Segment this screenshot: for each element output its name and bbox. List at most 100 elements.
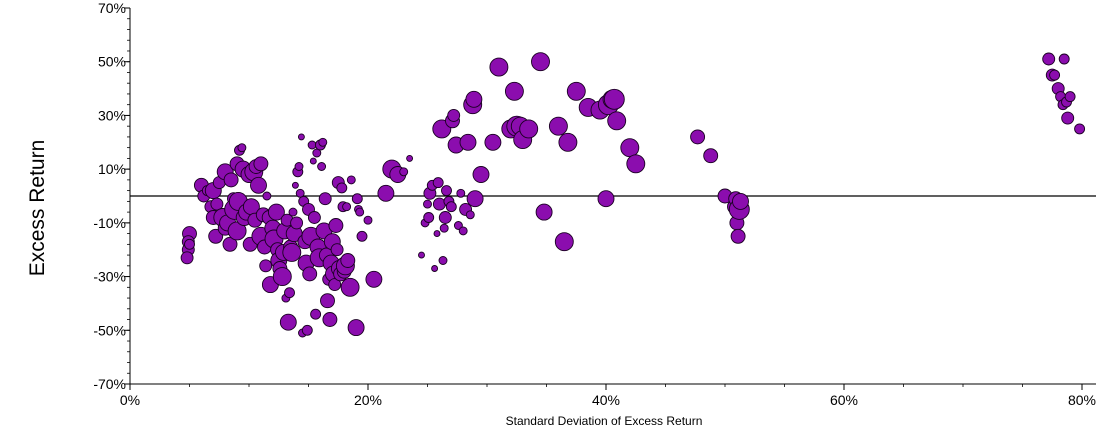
data-point [607,111,627,131]
data-point [1049,69,1061,81]
data-point [223,172,239,188]
data-point [301,324,313,336]
axes: -70% -50% -30% -10% 10% 30% 50% 70% 0% 20% 40% 60% 8… [93,0,1096,408]
data-point [558,132,578,152]
data-point [465,210,475,220]
x-tick-label: 60% [830,392,858,408]
data-point [291,181,299,189]
data-point [1058,53,1070,65]
data-point [1061,111,1075,125]
data-point [504,81,524,101]
data-point [423,212,435,223]
data-point [438,256,448,265]
data-point [330,243,344,257]
y-tick-label: -10% [93,215,126,231]
y-tick-label: 10% [98,161,126,177]
data-point [447,108,461,122]
data-point [732,192,749,210]
x-tick-label: 40% [592,392,620,408]
data-point [484,133,502,151]
data-point [1042,52,1056,66]
data-point [302,266,318,282]
data-point [423,199,432,209]
data-point [472,166,490,183]
data-point [351,193,363,205]
data-point [259,259,273,273]
data-point [535,203,553,221]
data-point [180,251,194,265]
x-tick-label: 20% [354,392,382,408]
data-point [438,211,452,224]
data-point [458,226,468,236]
data-point [307,211,321,224]
data-point [267,203,285,221]
data-point [465,90,483,108]
data-point [597,190,615,208]
data-point [322,312,338,327]
data-point [1064,91,1076,103]
data-point [328,218,344,233]
y-tick-label: 70% [98,0,126,16]
data-point [208,228,224,244]
data-point [284,287,295,299]
data-point [290,216,304,230]
data-point [548,116,568,136]
data-point [531,52,550,72]
x-tick-label: 80% [1068,392,1096,408]
data-point [279,313,297,331]
data-point [356,230,368,242]
y-tick-label: 50% [98,54,126,70]
data-point [309,157,317,165]
data-point [346,175,356,185]
data-point [253,156,269,172]
data-point [441,185,452,197]
data-point [282,242,302,262]
data-point [310,308,322,320]
data-point [347,319,365,337]
data-point [328,278,342,292]
y-axis-title: Excess Return [26,140,49,277]
data-point [297,133,305,141]
data-point [466,190,484,208]
data-point [433,230,441,238]
data-point [406,154,414,162]
data-point [377,184,395,202]
data-point [554,232,574,252]
data-point [418,251,425,259]
x-axis-title: Standard Deviation of Excess Return [506,414,703,428]
data-point [566,81,586,101]
data-points [180,52,1086,338]
data-point [626,154,646,174]
data-point [439,223,449,233]
y-tick-label: 30% [98,107,126,123]
data-point [456,188,466,198]
data-point [307,140,317,150]
y-tick-label: -70% [93,376,126,392]
data-point [336,182,348,194]
data-point [237,143,247,153]
data-point [432,197,446,211]
data-point [445,201,457,213]
data-point [730,228,746,244]
data-point [459,133,477,151]
data-point [365,270,383,288]
data-point [1074,123,1086,135]
y-tick-label: -50% [93,322,126,338]
data-point [340,253,356,268]
data-point [489,57,509,77]
data-point [703,148,719,164]
data-point [262,191,272,201]
data-point [317,162,327,171]
data-point [363,215,373,225]
data-point [184,238,195,250]
data-point [432,177,444,189]
data-point [294,162,304,171]
data-point [320,293,335,309]
data-point [288,207,298,217]
data-point [250,176,267,194]
x-tick-label: 0% [120,392,140,408]
data-point [603,88,625,110]
data-point [340,277,360,297]
data-point [210,197,224,211]
